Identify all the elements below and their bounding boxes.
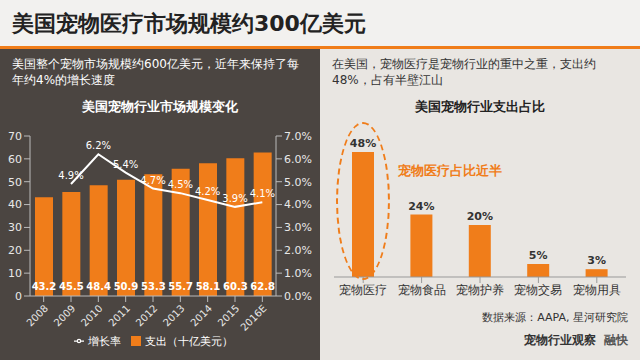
svg-text:4.9%: 4.9% [58, 170, 83, 181]
svg-text:20%: 20% [467, 210, 493, 223]
svg-text:4.7%: 4.7% [140, 175, 165, 186]
svg-text:2013: 2013 [161, 303, 187, 329]
svg-text:5.4%: 5.4% [113, 159, 138, 170]
svg-text:45.5: 45.5 [59, 281, 84, 292]
svg-text:2015: 2015 [216, 303, 242, 329]
svg-text:2010: 2010 [79, 303, 105, 329]
svg-text:宠物食品: 宠物食品 [398, 283, 446, 297]
svg-text:53.3: 53.3 [141, 281, 166, 292]
svg-text:50: 50 [8, 176, 22, 189]
html-text:支出（十亿美元）: 支出（十亿美元） [144, 335, 233, 348]
svg-text:30: 30 [8, 221, 22, 234]
svg-text:55.7: 55.7 [168, 281, 193, 292]
html-text:宠物行业观察: 宠物行业观察 [524, 333, 596, 347]
svg-text:10: 10 [8, 267, 22, 280]
svg-text:0.0%: 0.0% [284, 290, 312, 303]
svg-text:4.5%: 4.5% [168, 179, 193, 190]
svg-text:4.2%: 4.2% [195, 186, 220, 197]
svg-text:50.9: 50.9 [114, 281, 139, 292]
svg-text:7.0%: 7.0% [284, 130, 312, 143]
svg-text:宠物护养: 宠物护养 [456, 283, 504, 297]
svg-text:2.0%: 2.0% [284, 244, 312, 257]
svg-text:60: 60 [8, 153, 22, 166]
svg-text:宠物交易: 宠物交易 [514, 283, 562, 297]
svg-text:2014: 2014 [188, 303, 214, 329]
svg-text:3%: 3% [587, 254, 606, 267]
svg-text:宠物医疗: 宠物医疗 [339, 283, 387, 297]
svg-text:4.1%: 4.1% [250, 188, 275, 199]
svg-text:2008: 2008 [24, 303, 50, 329]
svg-text:48%: 48% [350, 137, 376, 150]
html-text:美国整个宠物市场规模约600亿美元，近年来保持了每年约4%的: 美国整个宠物市场规模约600亿美元，近年来保持了每年约4%的增长速度 [12, 57, 299, 87]
svg-text:24%: 24% [408, 200, 434, 213]
svg-text:5%: 5% [529, 249, 548, 262]
svg-text:58.1: 58.1 [196, 281, 221, 292]
svg-text:4.0%: 4.0% [284, 198, 312, 211]
svg-text:1.0%: 1.0% [284, 267, 312, 280]
svg-text:3.9%: 3.9% [222, 193, 247, 204]
svg-text:60.3: 60.3 [223, 281, 248, 292]
svg-text:70: 70 [8, 130, 22, 143]
html-text:增长率: 增长率 [87, 335, 121, 348]
html-text:在美国，宠物医疗是宠物行业的重中之重，支出约48%，占有半壁: 在美国，宠物医疗是宠物行业的重中之重，支出约48%，占有半壁江山 [332, 57, 596, 87]
svg-text:2016E: 2016E [239, 303, 269, 333]
svg-text:2011: 2011 [106, 303, 132, 329]
html-text:融快: 融快 [604, 333, 628, 347]
html-text:宠物医疗占比近半: 宠物医疗占比近半 [398, 163, 502, 178]
svg-text:2012: 2012 [134, 303, 160, 329]
svg-text:40: 40 [8, 198, 22, 211]
html-text:美国宠物行业市场规模变化: 美国宠物行业市场规模变化 [82, 99, 238, 114]
svg-text:6.2%: 6.2% [86, 140, 111, 151]
svg-text:43.2: 43.2 [32, 281, 57, 292]
svg-text:6.0%: 6.0% [284, 153, 312, 166]
svg-text:62.8: 62.8 [250, 281, 275, 292]
html-text:美国宠物行业支出占比: 美国宠物行业支出占比 [415, 99, 545, 114]
svg-text:2009: 2009 [52, 303, 78, 329]
svg-text:0: 0 [15, 290, 22, 303]
html-text:美国宠物医疗市场规模约300亿美元: 美国宠物医疗市场规模约300亿美元 [12, 11, 366, 36]
svg-text:5.0%: 5.0% [284, 176, 312, 189]
html-text:数据来源：AAPA, 星河研究院: 数据来源：AAPA, 星河研究院 [482, 311, 628, 324]
svg-text:20: 20 [8, 244, 22, 257]
svg-text:3.0%: 3.0% [284, 221, 312, 234]
svg-text:48.4: 48.4 [86, 281, 111, 292]
svg-text:宠物用具: 宠物用具 [573, 283, 621, 297]
